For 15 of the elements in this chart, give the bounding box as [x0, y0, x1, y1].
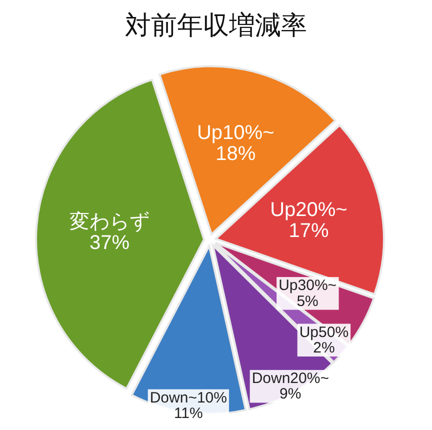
data-label: 37%	[90, 232, 130, 254]
slice-label: Down~10%	[150, 389, 227, 406]
slice-label: 変わらず	[70, 210, 150, 234]
data-label: 17%	[288, 220, 329, 242]
slice-label: Down20%~	[252, 370, 330, 387]
slice-label: Up50%	[299, 324, 349, 341]
data-label: 18%	[216, 143, 256, 166]
data-label: 9%	[280, 386, 302, 403]
data-label: 2%	[313, 340, 335, 356]
data-label: 5%	[296, 292, 318, 310]
slice-label: Up10%~	[196, 122, 274, 144]
slice-label: Up20%~	[270, 199, 348, 222]
chart-title: 対前年収増減率	[125, 10, 307, 40]
slice-label: Up30%~	[278, 277, 337, 294]
data-label: 11%	[174, 405, 203, 422]
